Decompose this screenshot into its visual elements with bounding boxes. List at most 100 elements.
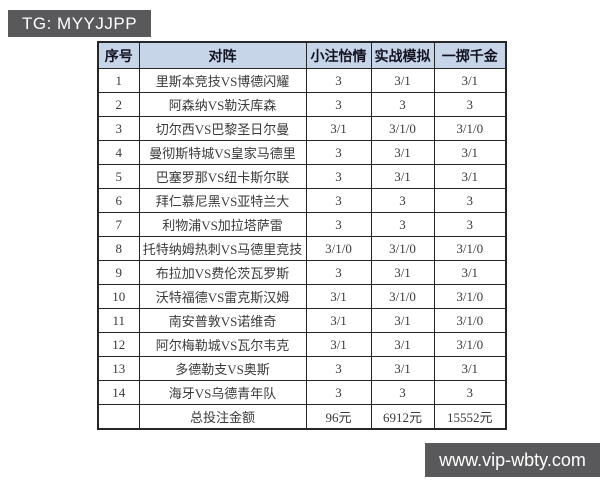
cell-match: 沃特福德VS雷克斯汉姆: [138, 284, 307, 309]
cell-match: 布拉加VS费伦茨瓦罗斯: [138, 260, 307, 285]
table-row: 3 切尔西VS巴黎圣日尔曼 3/1 3/1/0 3/1/0: [97, 116, 507, 141]
cell-big-bet: 3: [433, 92, 507, 117]
cell-simulation: 3: [370, 188, 435, 213]
cell-simulation: 3/1/0: [370, 116, 435, 141]
cell-index: 5: [97, 164, 140, 189]
cell-match: 阿森纳VS勒沃库森: [138, 92, 307, 117]
cell-match: 切尔西VS巴黎圣日尔曼: [138, 116, 307, 141]
cell-index: 1: [97, 68, 140, 93]
cell-simulation: 3/1: [370, 68, 435, 93]
cell-big-bet: 3/1: [433, 68, 507, 93]
cell-big-bet: 3/1/0: [433, 236, 507, 261]
match-table-body: 1 里斯本竞技VS博德闪耀 3 3/1 3/1 2 阿森纳VS勒沃库森 3 3 3 3 切尔西VS巴黎…: [97, 68, 507, 430]
cell-small-bet: 3/1: [305, 308, 372, 333]
cell-simulation: 3: [370, 212, 435, 237]
site-badge: www.vip-wbty.com: [425, 443, 600, 477]
table-row: 7 利物浦VS加拉塔萨雷 3 3 3: [97, 212, 507, 237]
table-row: 10 沃特福德VS雷克斯汉姆 3/1 3/1/0 3/1/0: [97, 284, 507, 309]
cell-match: 利物浦VS加拉塔萨雷: [138, 212, 307, 237]
table-row: 6 拜仁慕尼黑VS亚特兰大 3 3 3: [97, 188, 507, 213]
cell-small-bet: 3: [305, 380, 372, 405]
cell-match: 南安普敦VS诺维奇: [138, 308, 307, 333]
cell-index: 13: [97, 356, 140, 381]
cell-simulation: 3: [370, 380, 435, 405]
cell-small-bet: 3: [305, 68, 372, 93]
tg-badge: TG: MYYJJPP: [8, 10, 152, 37]
cell-small-bet: 3: [305, 140, 372, 165]
table-row: 5 巴塞罗那VS纽卡斯尔联 3 3/1 3/1: [97, 164, 507, 189]
cell-small-bet: 3/1/0: [305, 236, 372, 261]
cell-index: 14: [97, 380, 140, 405]
cell-big-bet: 3: [433, 212, 507, 237]
cell-small-bet: 3: [305, 356, 372, 381]
cell-simulation: 3/1: [370, 332, 435, 357]
cell-simulation: 3/1/0: [370, 236, 435, 261]
cell-simulation: 3/1: [370, 356, 435, 381]
cell-big-bet: 3/1/0: [433, 284, 507, 309]
table-row: 4 曼彻斯特城VS皇家马德里 3 3/1 3/1: [97, 140, 507, 165]
cell-small-bet: 96元: [305, 404, 372, 430]
cell-match: 拜仁慕尼黑VS亚特兰大: [138, 188, 307, 213]
cell-simulation: 3/1: [370, 140, 435, 165]
cell-match: 海牙VS乌德青年队: [138, 380, 307, 405]
table-row: 9 布拉加VS费伦茨瓦罗斯 3 3/1 3/1: [97, 260, 507, 285]
cell-match: 里斯本竞技VS博德闪耀: [138, 68, 307, 93]
cell-big-bet: 3/1: [433, 356, 507, 381]
cell-small-bet: 3: [305, 260, 372, 285]
cell-index: 2: [97, 92, 140, 117]
cell-big-bet: 3: [433, 188, 507, 213]
cell-index: 3: [97, 116, 140, 141]
cell-big-bet: 3/1: [433, 140, 507, 165]
col-header-index: 序号: [97, 41, 140, 69]
table-row: 14 海牙VS乌德青年队 3 3 3: [97, 380, 507, 405]
cell-simulation: 3/1: [370, 260, 435, 285]
cell-small-bet: 3: [305, 164, 372, 189]
cell-index: 6: [97, 188, 140, 213]
cell-small-bet: 3: [305, 188, 372, 213]
cell-big-bet: 3/1/0: [433, 116, 507, 141]
cell-big-bet: 3/1: [433, 164, 507, 189]
col-header-simulation: 实战模拟: [370, 41, 435, 69]
cell-simulation: 3/1: [370, 308, 435, 333]
cell-big-bet: 3: [433, 380, 507, 405]
cell-simulation: 3/1/0: [370, 284, 435, 309]
betting-table: 序号 对阵 小注怡情 实战模拟 一掷千金 1 里斯本竞技VS博德闪耀 3 3/1 3/1…: [97, 41, 507, 430]
cell-small-bet: 3/1: [305, 116, 372, 141]
cell-simulation: 3: [370, 92, 435, 117]
table-row: 12 阿尔梅勒城VS瓦尔韦克 3/1 3/1 3/1/0: [97, 332, 507, 357]
table-row: 11 南安普敦VS诺维奇 3/1 3/1 3/1/0: [97, 308, 507, 333]
cell-big-bet: 15552元: [433, 404, 507, 430]
cell-match: 总投注金额: [138, 404, 307, 430]
cell-simulation: 6912元: [370, 404, 435, 430]
cell-index: 10: [97, 284, 140, 309]
header-row: 序号 对阵 小注怡情 实战模拟 一掷千金: [97, 41, 507, 69]
cell-small-bet: 3: [305, 92, 372, 117]
cell-index: 9: [97, 260, 140, 285]
table-row: 13 多德勒支VS奥斯 3 3/1 3/1: [97, 356, 507, 381]
cell-big-bet: 3/1/0: [433, 308, 507, 333]
cell-index: 12: [97, 332, 140, 357]
table-row: 8 托特纳姆热刺VS马德里竞技 3/1/0 3/1/0 3/1/0: [97, 236, 507, 261]
cell-big-bet: 3/1/0: [433, 332, 507, 357]
col-header-match: 对阵: [138, 41, 307, 69]
table-row: 1 里斯本竞技VS博德闪耀 3 3/1 3/1: [97, 68, 507, 93]
total-row: 总投注金额 96元 6912元 15552元: [97, 404, 507, 430]
cell-simulation: 3/1: [370, 164, 435, 189]
cell-index: 11: [97, 308, 140, 333]
cell-small-bet: 3/1: [305, 332, 372, 357]
cell-index: 7: [97, 212, 140, 237]
cell-match: 阿尔梅勒城VS瓦尔韦克: [138, 332, 307, 357]
col-header-big-bet: 一掷千金: [433, 41, 507, 69]
cell-index: 4: [97, 140, 140, 165]
cell-small-bet: 3/1: [305, 284, 372, 309]
cell-match: 多德勒支VS奥斯: [138, 356, 307, 381]
cell-big-bet: 3/1: [433, 260, 507, 285]
cell-match: 曼彻斯特城VS皇家马德里: [138, 140, 307, 165]
cell-match: 托特纳姆热刺VS马德里竞技: [138, 236, 307, 261]
cell-match: 巴塞罗那VS纽卡斯尔联: [138, 164, 307, 189]
col-header-small-bet: 小注怡情: [305, 41, 372, 69]
cell-small-bet: 3: [305, 212, 372, 237]
cell-index: 8: [97, 236, 140, 261]
table-row: 2 阿森纳VS勒沃库森 3 3 3: [97, 92, 507, 117]
cell-index: [97, 404, 140, 430]
